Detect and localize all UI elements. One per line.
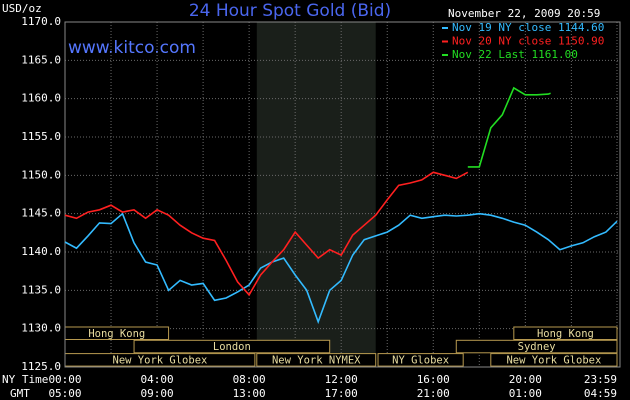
- x-gmt-tick-label: 17:00: [325, 387, 358, 400]
- x-tick-label: 04:00: [141, 373, 174, 386]
- legend-swatch: [442, 27, 448, 29]
- date: November 22, 2009 20:59: [448, 7, 600, 20]
- y-tick-label: 1145.0: [21, 207, 61, 220]
- session-label: Hong Kong: [88, 328, 145, 340]
- chart-title: 24 Hour Spot Gold (Bid): [189, 1, 391, 21]
- x-gmt-tick-label: 01:00: [509, 387, 542, 400]
- y-unit: USD/oz: [2, 2, 42, 15]
- series-line: [467, 86, 551, 168]
- y-tick-label: 1135.0: [21, 283, 61, 296]
- legend-swatch: [442, 54, 448, 56]
- x-gmt-tick-label: 04:59: [584, 387, 617, 400]
- x-row-label: NY Time: [2, 373, 48, 386]
- y-tick-label: 1130.0: [21, 322, 61, 335]
- legend-label: Nov 19 NY close 1144.60: [452, 21, 604, 34]
- session-label: London: [213, 341, 251, 353]
- x-tick-label: 23:59: [584, 373, 617, 386]
- website: www.kitco.com: [68, 38, 196, 58]
- x-gmt-tick-label: 05:00: [48, 387, 81, 400]
- x-tick-label: 20:00: [509, 373, 542, 386]
- session-label: New York Globex: [506, 354, 601, 366]
- session-bar: [377, 353, 464, 367]
- session-bar: [133, 339, 331, 354]
- session-label: New York Globex: [113, 354, 208, 366]
- y-tick-label: 1125.0: [21, 360, 61, 373]
- session-bar: [513, 326, 618, 340]
- shaded-range: [256, 22, 376, 367]
- x-row-label: GMT: [10, 387, 30, 400]
- session-label: Sydney: [518, 341, 556, 353]
- legend-label: Nov 22 Last 1161.00: [452, 48, 578, 61]
- y-tick-label: 1150.0: [21, 168, 61, 181]
- legend-label: Nov 20 NY close 1150.90: [452, 35, 604, 48]
- x-gmt-tick-label: 21:00: [417, 387, 450, 400]
- y-tick-label: 1155.0: [21, 130, 61, 143]
- x-tick-label: 00:00: [48, 373, 81, 386]
- series-line: [64, 212, 618, 325]
- session-bar: [455, 339, 618, 354]
- x-tick-label: 12:00: [325, 373, 358, 386]
- session-label: NY Globex: [392, 354, 449, 366]
- plot-frame: [64, 21, 621, 368]
- legend-swatch: [442, 40, 448, 43]
- session-label: Hong Kong: [537, 328, 594, 340]
- session-label: New York NYMEX: [272, 354, 361, 366]
- x-gmt-tick-label: 09:00: [141, 387, 174, 400]
- y-tick-label: 1140.0: [21, 245, 61, 258]
- x-tick-label: 08:00: [233, 373, 266, 386]
- x-tick-label: 16:00: [417, 373, 450, 386]
- x-gmt-tick-label: 13:00: [233, 387, 266, 400]
- y-tick-label: 1170.0: [21, 15, 61, 28]
- y-tick-label: 1160.0: [21, 92, 61, 105]
- session-bar: [490, 353, 618, 367]
- session-bar: [256, 353, 377, 367]
- series-line: [64, 171, 469, 297]
- y-tick-label: 1165.0: [21, 53, 61, 66]
